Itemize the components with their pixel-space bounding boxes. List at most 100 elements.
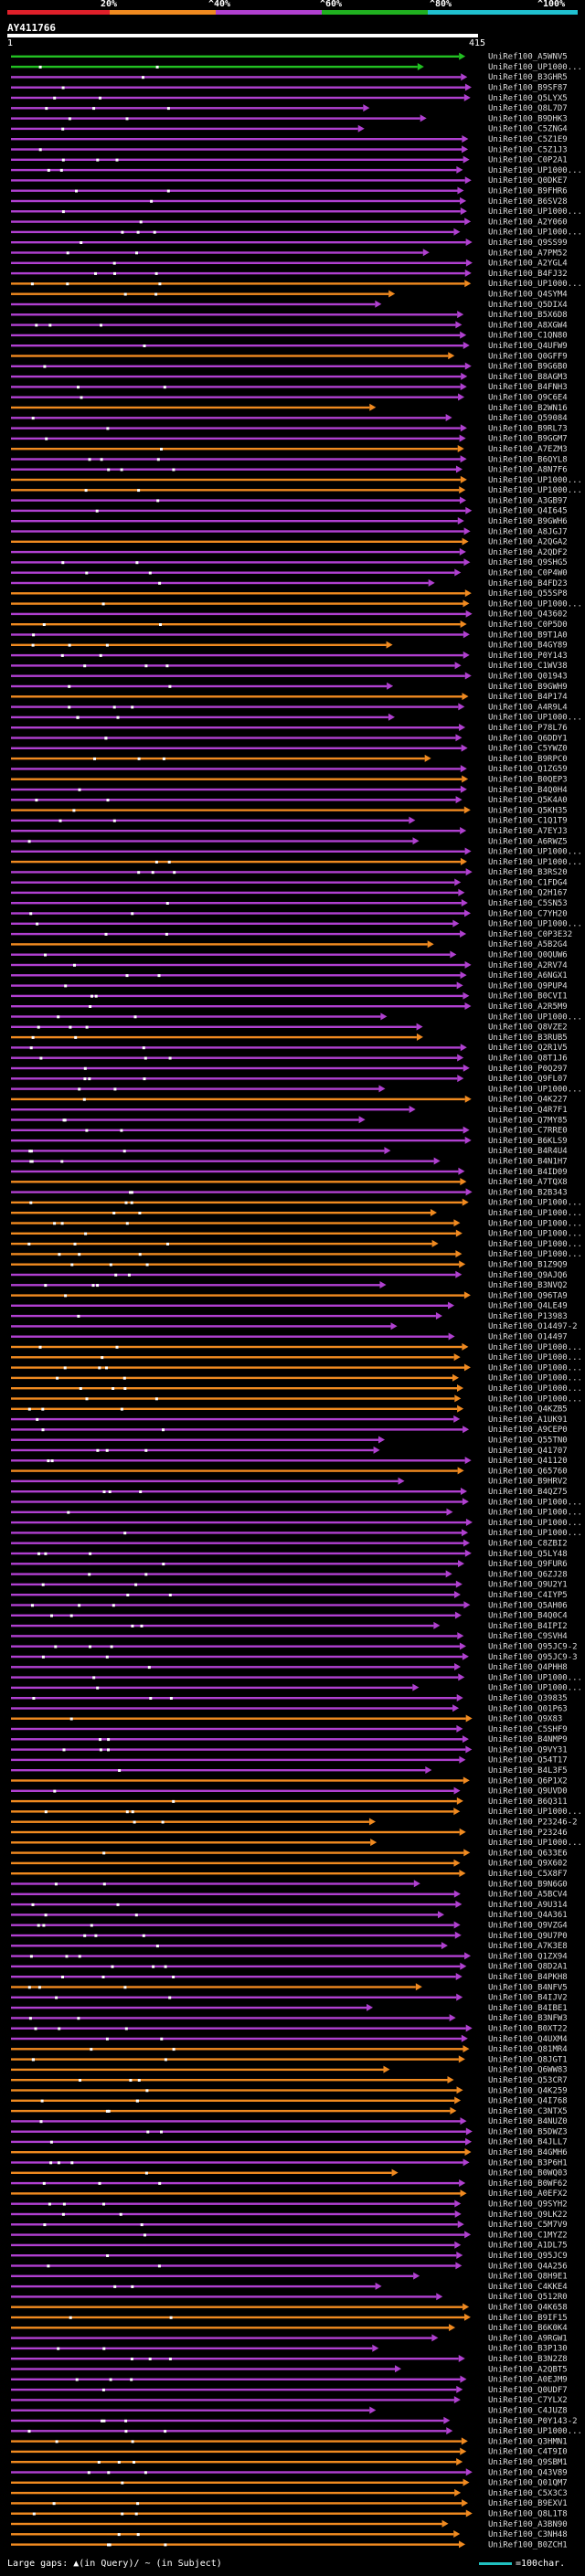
hit-label[interactable]: UniRef100_B3NVQ2	[488, 1281, 568, 1290]
hit-label[interactable]: UniRef100_Q3HMN1	[488, 2437, 568, 2446]
hit-label[interactable]: UniRef100_A5B2G4	[488, 940, 568, 949]
hit-label[interactable]: UniRef100_B3GHR5	[488, 73, 568, 82]
hit-label[interactable]: UniRef100_C1WV38	[488, 662, 568, 671]
hit-label[interactable]: UniRef100_UP1000...	[488, 1012, 582, 1022]
hit-label[interactable]: UniRef100_B4PKH8	[488, 1973, 568, 1982]
hit-label[interactable]: UniRef100_UP1000...	[488, 1498, 582, 1507]
hit-label[interactable]: UniRef100_UP1000...	[488, 1374, 582, 1383]
hit-label[interactable]: UniRef100_B9DHK3	[488, 114, 568, 123]
hit-label[interactable]: UniRef100_B4GMH6	[488, 2148, 568, 2157]
hit-label[interactable]: UniRef100_C0P5D0	[488, 620, 568, 630]
hit-label[interactable]: UniRef100_C5Z1J3	[488, 145, 568, 154]
hit-label[interactable]: UniRef100_Q39835	[488, 1694, 568, 1703]
hit-label[interactable]: UniRef100_A9RGW1	[488, 2334, 568, 2343]
hit-label[interactable]: UniRef100_Q2R1V5	[488, 1044, 568, 1053]
hit-label[interactable]: UniRef100_Q9U7P0	[488, 1932, 568, 1941]
hit-label[interactable]: UniRef100_C4T9I0	[488, 2448, 568, 2457]
hit-label[interactable]: UniRef100_Q9LK22	[488, 2210, 568, 2220]
hit-label[interactable]: UniRef100_Q4K259	[488, 2086, 568, 2095]
hit-label[interactable]: UniRef100_A1DL75	[488, 2242, 568, 2251]
hit-label[interactable]: UniRef100_A7PM52	[488, 249, 568, 258]
hit-label[interactable]: UniRef100_B4FJ32	[488, 270, 568, 279]
hit-label[interactable]: UniRef100_Q95JC9	[488, 2252, 568, 2261]
hit-label[interactable]: UniRef100_B6QYL8	[488, 455, 568, 464]
hit-label[interactable]: UniRef100_B4FD23	[488, 579, 568, 588]
hit-label[interactable]: UniRef100_UP1000...	[488, 486, 582, 495]
hit-label[interactable]: UniRef100_Q6WW83	[488, 2066, 568, 2075]
hit-label[interactable]: UniRef100_Q41120	[488, 1457, 568, 1466]
hit-label[interactable]: UniRef100_B4QZ75	[488, 1488, 568, 1497]
hit-label[interactable]: UniRef100_P13983	[488, 1312, 568, 1321]
hit-label[interactable]: UniRef100_Q9SHG5	[488, 558, 568, 567]
hit-label[interactable]: UniRef100_Q5DIX4	[488, 301, 568, 310]
hit-label[interactable]: UniRef100_C9SVH4	[488, 1632, 568, 1641]
hit-label[interactable]: UniRef100_Q4PHH8	[488, 1663, 568, 1672]
hit-label[interactable]: UniRef100_B4IBE1	[488, 2004, 568, 2013]
hit-label[interactable]: UniRef100_UP1000...	[488, 166, 582, 175]
hit-label[interactable]: UniRef100_B3NFW3	[488, 2014, 568, 2023]
hit-label[interactable]: UniRef100_Q6DDY1	[488, 734, 568, 743]
hit-label[interactable]: UniRef100_C5Z1E9	[488, 135, 568, 144]
hit-label[interactable]: UniRef100_Q01QM7	[488, 2479, 568, 2488]
hit-label[interactable]: UniRef100_B3RS20	[488, 868, 568, 877]
hit-label[interactable]: UniRef100_Q9SBM1	[488, 2458, 568, 2467]
hit-label[interactable]: UniRef100_A5BCV4	[488, 1891, 568, 1900]
hit-label[interactable]: UniRef100_A2YGL4	[488, 260, 568, 269]
hit-label[interactable]: UniRef100_A2QGA2	[488, 538, 568, 547]
hit-label[interactable]: UniRef100_UP1000...	[488, 848, 582, 857]
hit-label[interactable]: UniRef100_Q96TA9	[488, 1291, 568, 1300]
hit-label[interactable]: UniRef100_P0Q297	[488, 1065, 568, 1074]
hit-label[interactable]: UniRef100_Q6P1X2	[488, 1776, 568, 1786]
hit-label[interactable]: UniRef100_C0P2A1	[488, 156, 568, 165]
hit-label[interactable]: UniRef100_UP1000...	[488, 1353, 582, 1362]
hit-label[interactable]: UniRef100_UP1000...	[488, 1085, 582, 1094]
hit-label[interactable]: UniRef100_Q9FUR6	[488, 1560, 568, 1569]
hit-label[interactable]: UniRef100_UP1000...	[488, 207, 582, 217]
hit-label[interactable]: UniRef100_B4Q0C4	[488, 1612, 568, 1621]
hit-label[interactable]: UniRef100_B4FNH3	[488, 383, 568, 392]
hit-label[interactable]: UniRef100_Q8L7D7	[488, 104, 568, 113]
hit-label[interactable]: UniRef100_UP1000...	[488, 1343, 582, 1352]
hit-label[interactable]: UniRef100_A0EJM9	[488, 2376, 568, 2385]
hit-label[interactable]: UniRef100_B9FHR6	[488, 187, 568, 196]
hit-label[interactable]: UniRef100_Q4UXM4	[488, 2035, 568, 2044]
hit-label[interactable]: UniRef100_B4NFV5	[488, 1983, 568, 1992]
hit-label[interactable]: UniRef100_B5X6D8	[488, 311, 568, 320]
hit-label[interactable]: UniRef100_A1UK91	[488, 1415, 568, 1425]
hit-label[interactable]: UniRef100_UP1000...	[488, 1199, 582, 1208]
hit-label[interactable]: UniRef100_Q9VY31	[488, 1745, 568, 1754]
hit-label[interactable]: UniRef100_Q5KH35	[488, 806, 568, 815]
hit-label[interactable]: UniRef100_A7TQX8	[488, 1178, 568, 1187]
hit-label[interactable]: UniRef100_B9RPC0	[488, 755, 568, 764]
hit-label[interactable]: UniRef100_B6KLS9	[488, 1137, 568, 1146]
hit-label[interactable]: UniRef100_B9G6B0	[488, 363, 568, 372]
hit-label[interactable]: UniRef100_Q9PUP4	[488, 981, 568, 991]
hit-label[interactable]: UniRef100_B4NUZ0	[488, 2117, 568, 2126]
hit-label[interactable]: UniRef100_B9T1A0	[488, 631, 568, 640]
hit-label[interactable]: UniRef100_Q4SYM4	[488, 291, 568, 300]
hit-label[interactable]: UniRef100_Q9C6E4	[488, 394, 568, 403]
hit-label[interactable]: UniRef100_UP1000...	[488, 1807, 582, 1817]
hit-label[interactable]: UniRef100_B6K0K4	[488, 2324, 568, 2333]
hit-label[interactable]: UniRef100_Q65760	[488, 1467, 568, 1476]
hit-label[interactable]: UniRef100_C5X8F7	[488, 1870, 568, 1879]
hit-label[interactable]: UniRef100_UP1000...	[488, 1529, 582, 1538]
hit-label[interactable]: UniRef100_Q4KZB5	[488, 1405, 568, 1415]
hit-label[interactable]: UniRef100_B0CVI1	[488, 992, 568, 1002]
hit-label[interactable]: UniRef100_B8AGM3	[488, 373, 568, 382]
hit-label[interactable]: UniRef100_Q4K658	[488, 2304, 568, 2313]
hit-label[interactable]: UniRef100_A6NGX1	[488, 971, 568, 981]
hit-label[interactable]: UniRef100_B3RUB5	[488, 1034, 568, 1043]
hit-label[interactable]: UniRef100_Q6ZJ28	[488, 1570, 568, 1579]
hit-label[interactable]: UniRef100_C5M7V9	[488, 2221, 568, 2230]
hit-label[interactable]: UniRef100_Q9SS99	[488, 239, 568, 248]
hit-label[interactable]: UniRef100_Q59084	[488, 414, 568, 423]
hit-label[interactable]: UniRef100_C4JUZ8	[488, 2407, 568, 2416]
hit-label[interactable]: UniRef100_C1QN80	[488, 332, 568, 341]
hit-label[interactable]: UniRef100_A8XGW4	[488, 321, 568, 330]
hit-label[interactable]: UniRef100_C3NH48	[488, 2530, 568, 2539]
hit-label[interactable]: UniRef100_A8JGJ7	[488, 527, 568, 536]
hit-label[interactable]: UniRef100_UP1000...	[488, 1240, 582, 1249]
hit-label[interactable]: UniRef100_Q81MR4	[488, 2045, 568, 2054]
hit-label[interactable]: UniRef100_UP1000...	[488, 1394, 582, 1404]
